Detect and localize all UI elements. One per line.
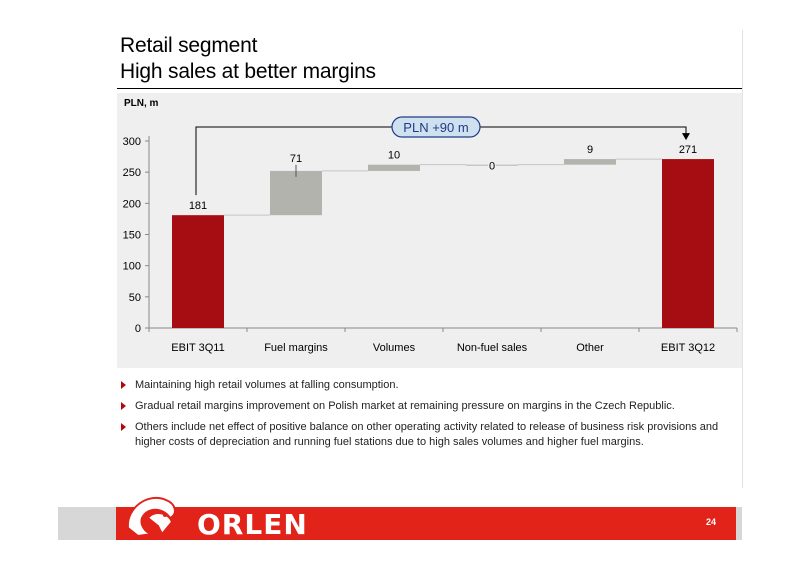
chart-panel: PLN, m 0 50 100 150 200 250 300 181 71 10 0 9 271 EBI… [117,93,742,368]
data-label: 71 [290,153,302,165]
right-divider-line [742,30,743,488]
bullet-item: Maintaining high retail volumes at falli… [120,378,732,393]
orlen-eagle-logo-icon [126,497,176,538]
y-tick-label: 0 [135,323,141,335]
slide-title-line1: Retail segment [120,34,258,57]
y-tick-label: 250 [123,167,141,179]
annotation-pill [391,116,481,138]
x-category-label: EBIT 3Q12 [661,342,715,354]
bar-ebit-3q11 [172,215,224,328]
y-tick-label: 300 [123,136,141,148]
data-label: 271 [679,144,697,156]
unit-label: PLN, m [124,98,159,109]
y-tick-label: 150 [123,230,141,242]
data-label: 10 [388,150,400,162]
x-category-label: Non-fuel sales [457,342,528,354]
y-tick-label: 50 [129,292,141,304]
x-category-label: Other [576,342,604,354]
annotation-label: PLN +90 m [403,120,468,135]
bullet-text: Gradual retail margins improvement on Po… [135,400,675,412]
title-underline [117,88,742,89]
page-number: 24 [706,517,717,527]
bullet-text: Others include net effect of positive ba… [135,421,719,448]
annotation-arrowhead-icon [682,133,690,141]
data-label: 9 [587,144,593,156]
bar-ebit-3q12 [662,159,714,328]
bullet-arrow-icon [121,381,126,389]
y-tick-label: 200 [123,198,141,210]
bullet-text: Maintaining high retail volumes at falli… [135,379,399,391]
footer-red-band [116,507,736,540]
x-category-label: Volumes [373,342,416,354]
x-category-label: EBIT 3Q11 [171,342,224,354]
orlen-logo-text: ORLEN [197,508,308,541]
bar-other [564,159,616,165]
bullet-arrow-icon [121,423,126,431]
bullet-list: Maintaining high retail volumes at falli… [120,378,732,456]
bar-non-fuel-sales [466,164,518,166]
bullet-item: Others include net effect of positive ba… [120,420,732,450]
slide-title-line2: High sales at better margins [120,60,376,83]
data-label: 0 [489,161,495,173]
bullet-item: Gradual retail margins improvement on Po… [120,399,732,414]
bar-volumes [368,164,420,171]
bar-fuel-margins [270,170,322,216]
y-tick-label: 100 [123,261,141,273]
x-category-label: Fuel margins [264,342,328,354]
bullet-arrow-icon [121,402,126,410]
data-label: 181 [189,200,207,212]
